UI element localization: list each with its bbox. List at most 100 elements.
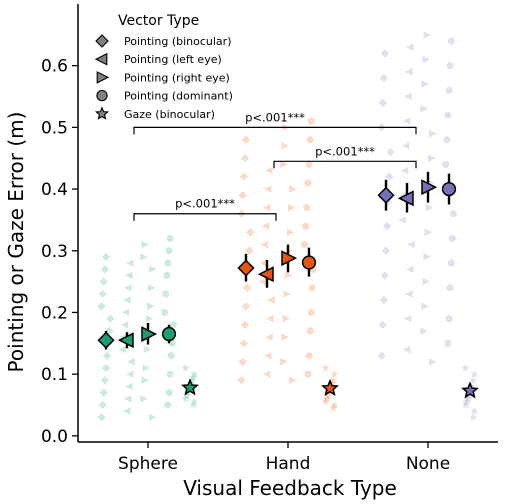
legend-marker [96,71,110,84]
significance-label: p<.001*** [245,110,305,124]
raw-point [163,271,171,280]
raw-point [280,160,288,169]
raw-point [125,382,133,391]
raw-point [164,259,172,267]
legend-marker [96,89,108,102]
raw-point [380,271,390,280]
raw-point [307,308,315,317]
raw-point [126,370,134,378]
raw-point [445,86,453,94]
raw-point [258,277,266,286]
raw-point [265,166,273,175]
raw-point [447,37,455,45]
raw-point [289,376,297,385]
mean-marker [141,326,158,343]
raw-point [398,216,406,224]
raw-point [190,397,199,406]
raw-point [421,302,429,311]
raw-point [246,228,255,237]
raw-point [308,284,316,292]
raw-point [449,210,457,218]
significance-brackets: p<.001*** p<.001*** p<.001*** [133,110,417,221]
raw-point [421,80,429,88]
raw-point [237,376,246,385]
raw-point [400,166,409,175]
raw-point [448,234,456,242]
mean-marker [321,378,339,396]
raw-point [189,400,198,409]
y-tick-label: 0.0 [41,427,68,447]
raw-point [402,345,411,354]
raw-point [97,413,106,422]
raw-point [263,185,272,193]
mean-marker [421,179,438,196]
raw-point [379,73,388,83]
raw-point [241,135,251,144]
raw-point [287,203,296,212]
raw-point [168,339,176,347]
axes: 0.0 0.1 0.2 0.3 0.4 0.5 0.6 Sphere Hand None Poi… [4,4,498,500]
raw-point [181,363,190,372]
raw-point [304,370,312,378]
raw-point [239,172,248,181]
raw-point [181,394,190,403]
raw-point [262,203,271,212]
raw-point [100,376,110,385]
raw-point [329,403,338,412]
raw-point [106,314,115,323]
raw-point [265,333,273,341]
raw-point [330,369,339,378]
raw-point [386,147,395,157]
raw-point [282,314,290,323]
raw-point [189,373,198,381]
raw-point [118,345,126,354]
legend: Vector Type Pointing (binocular)Pointing… [94,13,233,121]
raw-point [405,68,413,76]
raw-point [446,284,454,292]
raw-point [323,391,332,400]
y-ticks: 0.0 0.1 0.2 0.3 0.4 0.5 0.6 [41,57,78,447]
raw-point [190,369,199,378]
raw-point [377,351,386,360]
raw-point [407,240,415,249]
raw-point [120,321,129,329]
x-tick-label: Sphere [118,454,178,474]
raw-point [321,363,330,372]
raw-point [127,358,135,366]
raw-point [242,283,252,292]
significance-bracket [133,213,277,221]
raw-point [423,31,432,39]
raw-point [445,315,453,323]
raw-point [429,129,437,138]
raw-point [423,253,432,261]
x-axis-label: Visual Feedback Type [183,476,397,500]
raw-point [122,407,131,415]
y-tick-label: 0.2 [41,303,68,323]
raw-point [165,389,173,397]
raw-points-layer [97,31,479,422]
mean-marker [161,326,177,342]
raw-point [162,290,170,298]
legend-label: Pointing (binocular) [124,35,231,48]
y-tick-label: 0.1 [41,365,68,385]
raw-point [443,136,451,144]
raw-point [239,339,248,348]
raw-point [463,394,472,403]
raw-point [422,55,430,64]
raw-point [167,352,175,360]
raw-point [403,314,412,323]
legend-label: Gaze (binocular) [124,108,215,121]
legend-marker [95,34,109,48]
raw-point [240,320,250,329]
legend-marker [94,52,108,66]
raw-point [263,351,272,360]
raw-point [123,395,132,403]
raw-point [420,105,428,113]
raw-point [266,314,274,323]
raw-point [403,92,412,101]
raw-point [444,111,452,119]
raw-point [141,376,149,385]
raw-point [245,246,254,255]
raw-point [97,302,106,311]
raw-point [420,327,428,335]
